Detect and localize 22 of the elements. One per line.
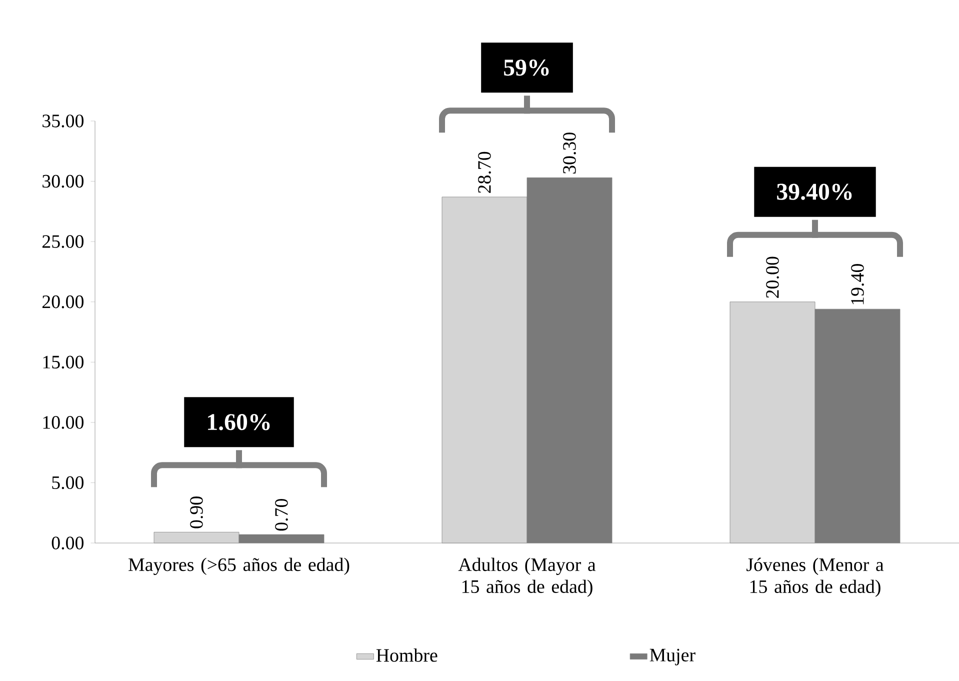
data-label: 0.90 [190, 496, 203, 528]
annotation: 1.60% [208, 414, 270, 430]
y-tick-label: 15.00 [43, 356, 84, 369]
x-tick-label: Jóvenes (Menor a 15 años de edad) [746, 558, 884, 597]
data-label: 19.40 [851, 264, 864, 304]
y-tick-label: 25.00 [42, 235, 84, 248]
data-label: 0.70 [275, 498, 288, 531]
data-label: 28.70 [478, 152, 491, 193]
y-tick-label: 35.00 [42, 114, 84, 128]
y-tick-label: 10.00 [43, 416, 84, 429]
legend-label: Hombre [376, 648, 438, 662]
data-label: 30.30 [563, 132, 576, 174]
legend-label: Mujer [650, 648, 696, 666]
x-tick-label: Mayores (>65 años de edad) [128, 558, 350, 575]
y-tick-label: 30.00 [42, 174, 84, 188]
y-tick-label: 5.00 [52, 476, 84, 490]
y-tick-label: 20.00 [42, 295, 84, 308]
data-label: 20.00 [766, 256, 779, 298]
y-tick-label: 0.00 [52, 536, 84, 550]
text: 59% [504, 60, 549, 76]
x-tick-label: Adultos (Mayor a 15 años de edad) [458, 558, 596, 597]
annotation: 39.40% [777, 184, 852, 200]
